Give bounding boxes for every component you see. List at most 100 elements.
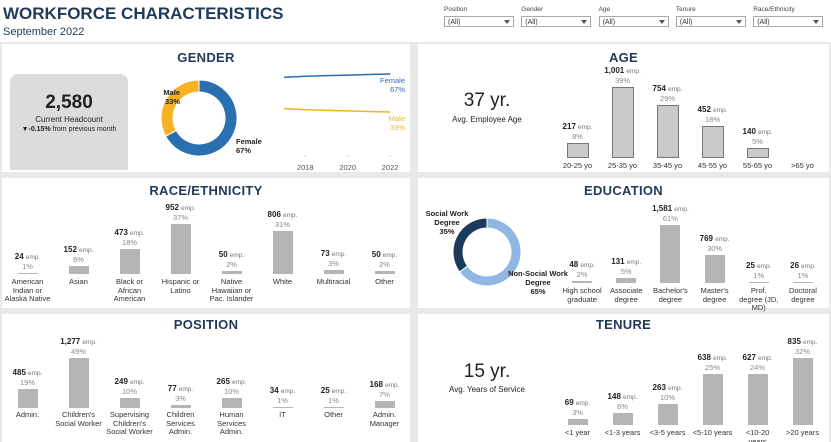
data-label: 73 emp. (308, 249, 359, 258)
value-label: 50 (371, 250, 381, 260)
percent-label: 3% (175, 393, 186, 403)
bar (746, 148, 769, 158)
filter-select[interactable]: (All) (444, 16, 514, 27)
bar (323, 270, 344, 274)
data-label: 69 emp. (555, 398, 600, 407)
percent-label: 18% (121, 237, 137, 247)
filter-select[interactable]: (All) (521, 16, 592, 27)
legend-entry: Female (379, 75, 405, 85)
unit-label: emp. (713, 107, 728, 115)
bar (221, 397, 242, 408)
data-label: 35% (439, 227, 455, 236)
value-label: 168 (369, 380, 383, 390)
x-tick-label: Master's degree (700, 286, 729, 304)
percent-label: 39% (614, 76, 630, 86)
percent-label: 10% (121, 387, 137, 397)
data-label: 77 emp. (155, 384, 206, 393)
data-label: 1,001 emp. (600, 66, 645, 75)
unit-label: emp. (79, 246, 94, 254)
percent-label: 1% (797, 271, 809, 281)
x-tick-label: 25-35 yo (607, 161, 638, 170)
bar (170, 404, 191, 408)
unit-label: emp. (580, 262, 595, 270)
unit-label: emp. (331, 388, 347, 396)
value-label: 452 (697, 105, 711, 115)
value-label: 140 (742, 127, 756, 137)
panel-title: TENURE (595, 317, 652, 332)
bar (792, 282, 813, 283)
x-tick-label: Other (324, 410, 343, 419)
legend-entry: Male (388, 114, 405, 124)
unit-label: emp. (28, 369, 43, 377)
value-label: 627 (742, 353, 756, 363)
unit-label: emp. (803, 338, 818, 346)
value-label: 25 (320, 386, 330, 396)
data-label: 754 emp. (645, 84, 690, 93)
bar (68, 357, 89, 408)
filter-select[interactable]: (All) (753, 16, 824, 27)
data-label: 265 emp. (206, 377, 257, 386)
filter-label: Age (598, 6, 611, 13)
percent-label: 24% (749, 363, 765, 373)
x-tick-label: 20-25 yo (562, 161, 593, 170)
data-label: 131 emp. (604, 257, 648, 266)
x-tick-label: <5-10 years (692, 428, 733, 437)
bar (68, 265, 89, 274)
data-label: 26 emp. (781, 261, 825, 270)
kpi-change-value: ▼-0.15% (21, 126, 51, 133)
unit-label: emp. (25, 253, 41, 261)
value-label: 769 (699, 233, 713, 243)
bar (170, 223, 191, 274)
percent-label: 1% (328, 396, 339, 406)
x-tick-label: Associate degree (609, 286, 643, 304)
donut (452, 217, 522, 287)
kpi-box (10, 74, 128, 170)
value-label: 754 (652, 83, 666, 93)
bar (612, 413, 633, 425)
kpi-label: Avg. Years of Service (449, 385, 525, 394)
donut-label: Social Work Degree 35% (417, 209, 477, 236)
filter-select[interactable]: (All) (598, 16, 669, 27)
data-label: 33% (164, 97, 180, 106)
bar (657, 403, 678, 425)
value-label: 69 (564, 398, 574, 408)
data-label: 769 emp. (693, 234, 737, 243)
x-tick-label: American Indian or Alaska Native (4, 277, 51, 303)
x-tick-label: 2018 (296, 163, 314, 172)
data-label: 638 emp. (690, 353, 735, 362)
unit-label: emp. (382, 252, 398, 260)
bar (272, 231, 293, 274)
panel-title: AGE (608, 50, 639, 65)
data-label: 33% (389, 123, 405, 133)
percent-label: 19% (19, 377, 35, 387)
data-label: 140 emp. (735, 127, 780, 136)
unit-label: emp. (385, 382, 400, 390)
bar (792, 357, 813, 425)
filter-select[interactable]: (All) (675, 16, 746, 27)
x-tick-label: <1-3 years (604, 428, 641, 437)
data-label: 1,277 emp. (53, 337, 104, 346)
panel-title: EDUCATION (583, 183, 663, 198)
unit-label: emp. (178, 385, 194, 393)
percent-label: 49% (70, 346, 86, 356)
x-tick-label: >65 yo (791, 161, 814, 170)
unit-label: emp. (715, 235, 730, 243)
x-tick-label: 2020 (339, 163, 357, 172)
unit-label: emp. (181, 204, 196, 212)
x-tick-label: 45-55 yo (697, 161, 728, 170)
unit-label: emp. (232, 378, 247, 386)
value-label: 485 (12, 367, 26, 377)
unit-label: emp. (674, 205, 689, 213)
data-label: 152 emp. (53, 245, 104, 254)
value-label: 473 (114, 227, 128, 237)
bar (611, 87, 634, 158)
data-label: 452 emp. (690, 105, 735, 114)
value-label: 952 (165, 202, 179, 212)
bar (323, 407, 344, 408)
x-tick-label: Black or African American (113, 277, 146, 303)
unit-label: emp. (578, 123, 593, 131)
filter-label: Race/Ethnicity (753, 6, 795, 13)
percent-label: 3% (572, 408, 583, 418)
